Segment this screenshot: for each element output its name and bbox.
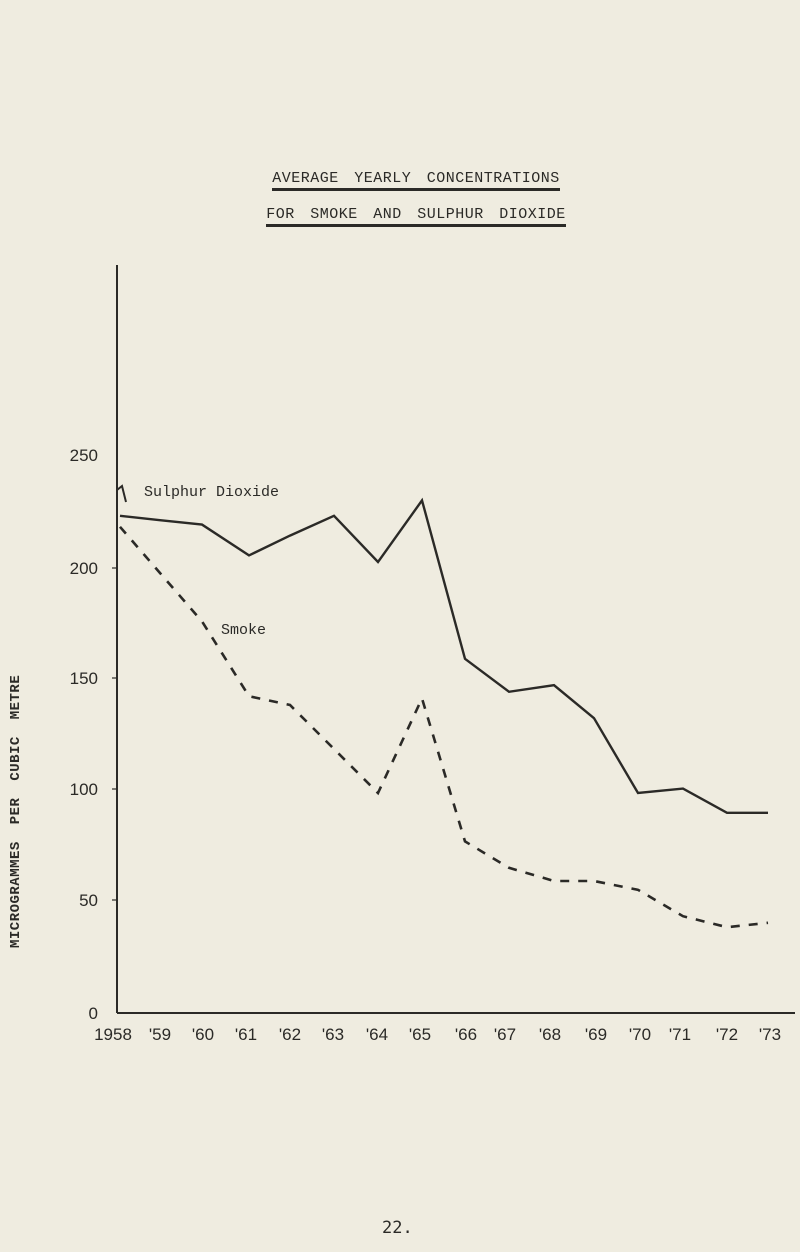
chart-title-line2: FOR SMOKE AND SULPHUR DIOXIDE — [16, 206, 800, 227]
x-tick-label: '70 — [629, 1025, 651, 1044]
x-tick-label: '59 — [149, 1025, 171, 1044]
chart-title-line1: AVERAGE YEARLY CONCENTRATIONS — [16, 170, 800, 191]
x-tick-label: '71 — [669, 1025, 691, 1044]
x-tick-label: '69 — [585, 1025, 607, 1044]
smoke-label: Smoke — [221, 622, 266, 639]
x-tick-label: '61 — [235, 1025, 257, 1044]
x-tick-label: '60 — [192, 1025, 214, 1044]
x-tick-label: '64 — [366, 1025, 388, 1044]
sulphur-dioxide-label: Sulphur Dioxide — [144, 484, 279, 501]
sulphur-dioxide-line — [119, 497, 768, 814]
x-tick-label: '67 — [494, 1025, 516, 1044]
x-tick-label: '62 — [279, 1025, 301, 1044]
y-tick-label: 250 — [70, 446, 98, 465]
smoke-line — [119, 525, 769, 929]
x-tick-label: '65 — [409, 1025, 431, 1044]
y-tick-label: 100 — [70, 780, 98, 799]
x-tick-label: '63 — [322, 1025, 344, 1044]
page-number: 22. — [382, 1218, 413, 1238]
y-tick-label: 200 — [70, 559, 98, 578]
y-tick-label: 50 — [79, 891, 98, 910]
x-tick-label: 1958 — [94, 1025, 132, 1044]
y-tick-label: 150 — [70, 669, 98, 688]
y-tick-label: 0 — [89, 1004, 98, 1023]
x-tick-label: '66 — [455, 1025, 477, 1044]
x-tick-label: '68 — [539, 1025, 561, 1044]
sulphur-dioxide-leader — [116, 484, 127, 503]
x-tick-label: '72 — [716, 1025, 738, 1044]
x-tick-label: '73 — [759, 1025, 781, 1044]
